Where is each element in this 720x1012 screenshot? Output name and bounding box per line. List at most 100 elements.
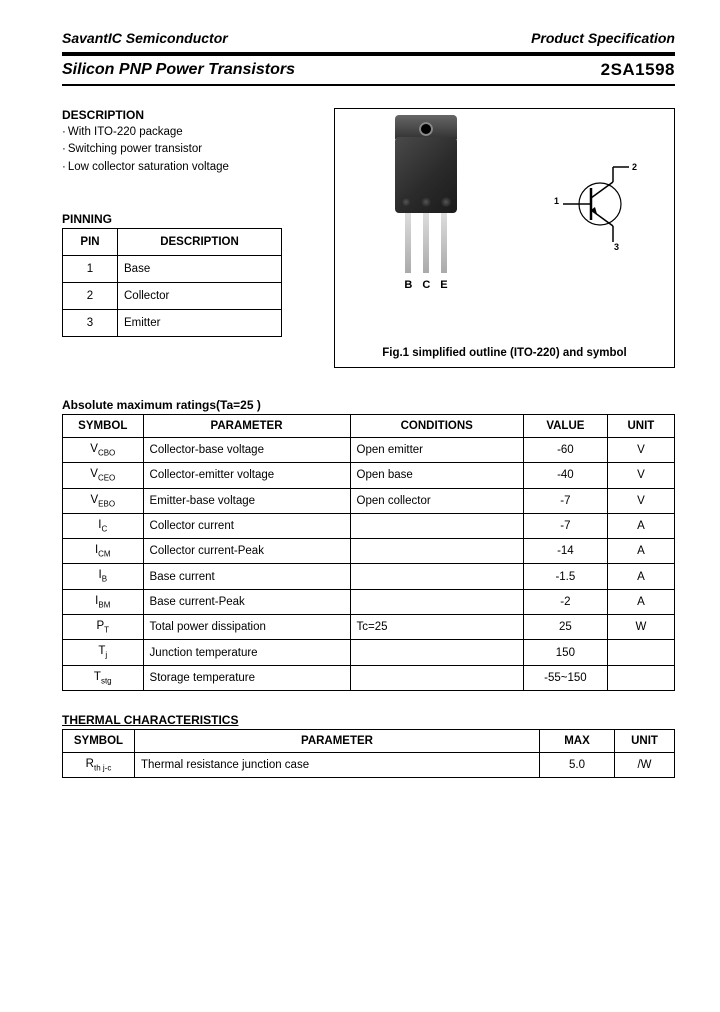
ratings-conditions: Tc=25	[350, 615, 523, 640]
col-conditions: CONDITIONS	[350, 415, 523, 438]
thermal-max: 5.0	[540, 752, 615, 777]
col-parameter: PARAMETER	[143, 415, 350, 438]
label-b: B	[404, 279, 412, 291]
pin-desc: Collector	[118, 282, 282, 309]
ratings-symbol: VCBO	[63, 438, 144, 463]
description-item: Switching power transistor	[62, 141, 312, 158]
ratings-value: -2	[523, 589, 607, 614]
ratings-unit: V	[607, 488, 674, 513]
ratings-header-row: SYMBOL PARAMETER CONDITIONS VALUE UNIT	[63, 415, 675, 438]
ratings-row: ICMCollector current-Peak-14A	[63, 539, 675, 564]
ratings-value: -7	[523, 513, 607, 538]
ratings-conditions: Open base	[350, 463, 523, 488]
ratings-parameter: Storage temperature	[143, 665, 350, 690]
ratings-conditions: Open emitter	[350, 438, 523, 463]
package-body	[395, 137, 457, 213]
ratings-value: 150	[523, 640, 607, 665]
ratings-row: IBMBase current-Peak -2A	[63, 589, 675, 614]
ratings-parameter: Base current	[143, 564, 350, 589]
ratings-parameter: Collector-base voltage	[143, 438, 350, 463]
thermal-unit: /W	[615, 752, 675, 777]
ratings-value: -55~150	[523, 665, 607, 690]
pin-desc: Emitter	[118, 309, 282, 336]
figure-caption: Fig.1 simplified outline (ITO-220) and s…	[335, 347, 674, 359]
company-name: SavantIC Semiconductor	[62, 30, 228, 46]
ratings-symbol: IC	[63, 513, 144, 538]
pin-number: 2	[63, 282, 118, 309]
ratings-symbol: Tj	[63, 640, 144, 665]
label-e: E	[440, 279, 447, 291]
description-heading: DESCRIPTION	[62, 108, 312, 122]
ratings-conditions	[350, 640, 523, 665]
ratings-unit	[607, 665, 674, 690]
figure-box: B C E 1 2 3	[334, 108, 675, 368]
ratings-value: -7	[523, 488, 607, 513]
col-symbol: SYMBOL	[63, 729, 135, 752]
ratings-parameter: Total power dissipation	[143, 615, 350, 640]
ratings-conditions	[350, 513, 523, 538]
package-hole	[419, 122, 433, 136]
ratings-conditions	[350, 589, 523, 614]
col-max: MAX	[540, 729, 615, 752]
pinning-table: PIN DESCRIPTION 1 Base 2 Collector 3 Emi…	[62, 228, 282, 337]
ratings-unit: A	[607, 589, 674, 614]
left-column: DESCRIPTION With ITO-220 package Switchi…	[62, 108, 312, 368]
sym-pin2: 2	[632, 162, 637, 172]
ratings-parameter: Collector current-Peak	[143, 539, 350, 564]
col-value: VALUE	[523, 415, 607, 438]
page-header: SavantIC Semiconductor Product Specifica…	[62, 30, 675, 46]
ratings-unit: V	[607, 463, 674, 488]
emboss-dot	[441, 197, 451, 207]
ratings-symbol: VEBO	[63, 488, 144, 513]
pinning-col-desc: DESCRIPTION	[118, 228, 282, 255]
ratings-conditions	[350, 564, 523, 589]
ratings-row: VCEOCollector-emitter voltageOpen base-4…	[63, 463, 675, 488]
ratings-parameter: Collector current	[143, 513, 350, 538]
ratings-symbol: ICM	[63, 539, 144, 564]
ratings-symbol: IB	[63, 564, 144, 589]
ratings-value: -1.5	[523, 564, 607, 589]
thermal-row: Rth j-cThermal resistance junction case5…	[63, 752, 675, 777]
package-drawing: B C E	[395, 137, 457, 213]
ratings-symbol: PT	[63, 615, 144, 640]
ratings-row: TstgStorage temperature-55~150	[63, 665, 675, 690]
ratings-unit: V	[607, 438, 674, 463]
ratings-row: VCBOCollector-base voltageOpen emitter-6…	[63, 438, 675, 463]
pinning-heading: PINNING	[62, 212, 312, 226]
lead	[405, 213, 411, 273]
title-category: Silicon PNP Power Transistors	[62, 61, 295, 79]
ratings-parameter: Junction temperature	[143, 640, 350, 665]
pinning-row: 3 Emitter	[63, 309, 282, 336]
ratings-unit	[607, 640, 674, 665]
pinning-row: 1 Base	[63, 255, 282, 282]
sym-pin1: 1	[554, 196, 559, 206]
ratings-conditions	[350, 665, 523, 690]
ratings-value: -40	[523, 463, 607, 488]
lead	[423, 213, 429, 273]
lead	[441, 213, 447, 273]
thermal-heading: THERMAL CHARACTERISTICS	[62, 713, 675, 727]
ratings-parameter: Base current-Peak	[143, 589, 350, 614]
ratings-parameter: Collector-emitter voltage	[143, 463, 350, 488]
leads	[405, 213, 447, 273]
ratings-table: SYMBOL PARAMETER CONDITIONS VALUE UNIT V…	[62, 414, 675, 691]
ratings-conditions: Open collector	[350, 488, 523, 513]
ratings-value: -14	[523, 539, 607, 564]
title-bar: Silicon PNP Power Transistors 2SA1598	[62, 52, 675, 86]
ratings-row: ICCollector current -7A	[63, 513, 675, 538]
pinning-row: 2 Collector	[63, 282, 282, 309]
thermal-parameter: Thermal resistance junction case	[135, 752, 540, 777]
pin-number: 1	[63, 255, 118, 282]
ratings-unit: W	[607, 615, 674, 640]
ratings-row: PTTotal power dissipationTc=25 25W	[63, 615, 675, 640]
col-unit: UNIT	[607, 415, 674, 438]
part-number: 2SA1598	[601, 60, 675, 80]
description-list: With ITO-220 package Switching power tra…	[62, 124, 312, 176]
ratings-unit: A	[607, 564, 674, 589]
thermal-symbol: Rth j-c	[63, 752, 135, 777]
ratings-unit: A	[607, 513, 674, 538]
emboss-dot	[401, 197, 411, 207]
description-item: With ITO-220 package	[62, 124, 312, 141]
ratings-symbol: IBM	[63, 589, 144, 614]
ratings-row: TjJunction temperature 150	[63, 640, 675, 665]
